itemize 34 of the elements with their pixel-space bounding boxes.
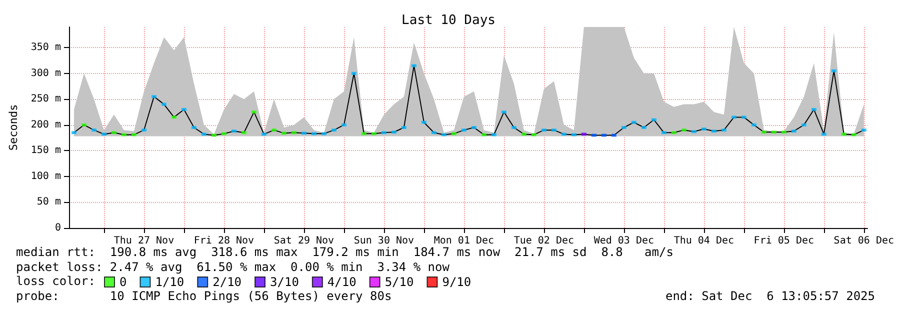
y-tick-label: 0: [54, 222, 61, 234]
x-tick-label: Thu 04 Dec: [674, 236, 734, 246]
point: [72, 131, 76, 134]
chart-title: Last 10 Days: [402, 13, 496, 28]
y-tick-label: 300 m: [30, 68, 61, 79]
legend-label: 3/10: [270, 275, 299, 289]
x-tick-label: Sat 29 Nov: [274, 236, 334, 246]
legend-label: 2/10: [212, 275, 242, 289]
legend-title: loss color:: [16, 274, 96, 288]
y-tick-label: 200 m: [30, 119, 61, 130]
y-tick-label: 100 m: [30, 170, 61, 182]
legend-label: 1/10: [155, 275, 184, 289]
text: end: Sat Dec 6 13:05:57 2025: [665, 289, 875, 303]
y-tick-label: 150 m: [30, 145, 61, 156]
text: packet loss: 2.47 % avg 61.50 % max 0.00 % min 3.34 % now: [16, 260, 450, 274]
x-tick-label: Fri 05 Dec: [754, 236, 814, 246]
x-tick-label: Thu 27 Nov: [114, 236, 174, 246]
y-tick-label: 250 m: [30, 94, 61, 105]
legend-label: 0: [120, 275, 127, 289]
legend-label: 5/10: [384, 275, 414, 289]
text: median rtt: 190.8 ms avg 318.6 ms max 179.2 ms min 184.7 ms now 21.7 ms sd 8.8 am/s: [16, 245, 674, 259]
text: probe: 10 ICMP Echo Pings (56 Bytes) every 80s: [16, 289, 392, 303]
x-tick-label: Mon 01 Dec: [434, 236, 494, 246]
x-tick-label: Sat 06 Dec: [834, 236, 894, 246]
point: [82, 123, 86, 126]
legend-label: 9/10: [442, 275, 472, 289]
x-tick-label: Sun 30 Nov: [354, 236, 414, 246]
x-tick-label: Wed 03 Dec: [594, 236, 654, 246]
x-tick-label: Fri 28 Nov: [194, 236, 254, 246]
x-tick-label: Tue 02 Dec: [514, 236, 574, 246]
y-axis-title: Seconds: [7, 104, 20, 151]
y-tick-label: 50 m: [36, 196, 61, 208]
y-tick-label: 350 m: [30, 42, 61, 54]
legend-label: 4/10: [327, 275, 356, 289]
